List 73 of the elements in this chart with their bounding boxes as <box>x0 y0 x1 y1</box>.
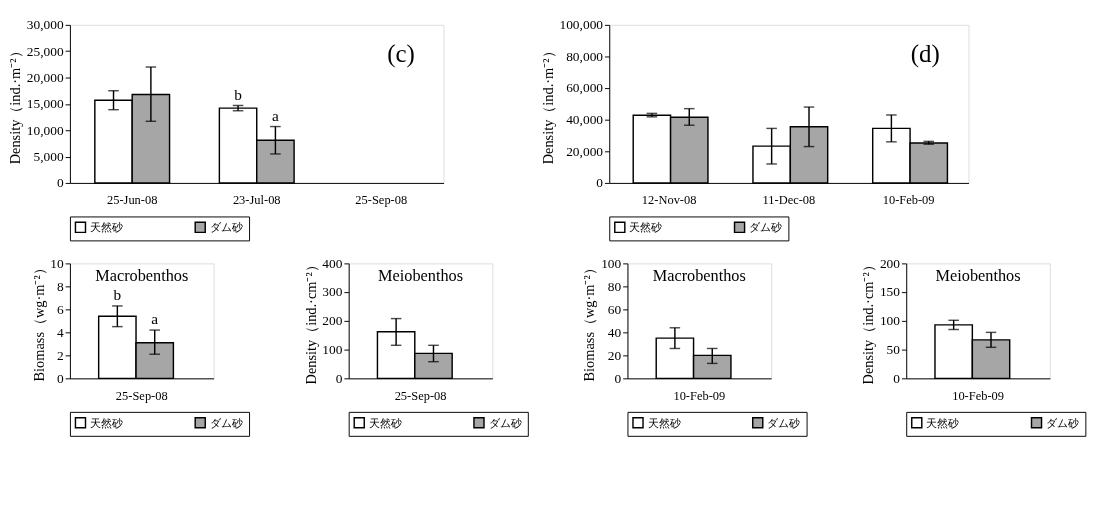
x-tick-label: 10-Feb-09 <box>952 388 1004 403</box>
chart-title: Meiobenthos <box>378 265 464 285</box>
y-tick-label: 30,000 <box>26 17 64 33</box>
chart-title: Macrobenthos <box>652 265 746 285</box>
y-tick-label: 4 <box>57 324 64 340</box>
y-axis-title: Biomass（wg·m⁻²） <box>581 261 598 382</box>
y-tick-label: 100 <box>601 255 622 271</box>
legend-label: ダム砂 <box>488 415 522 430</box>
y-tick-label: 150 <box>879 284 901 300</box>
legend-label: ダム砂 <box>209 220 243 235</box>
y-tick-label: 100 <box>879 313 901 329</box>
y-tick-label: 10 <box>50 255 64 271</box>
y-tick-label: 0 <box>893 370 901 386</box>
legend-label: 天然砂 <box>90 220 124 235</box>
y-tick-label: 6 <box>57 301 64 317</box>
x-tick-label: 25-Jun-08 <box>106 193 158 208</box>
legend-label: ダム砂 <box>1046 415 1080 430</box>
y-tick-label: 25,000 <box>26 43 64 59</box>
data-label: b <box>234 85 243 103</box>
y-tick-label: 100 <box>322 341 343 357</box>
y-tick-label: 50 <box>886 341 901 357</box>
legend-label: ダム砂 <box>767 415 801 430</box>
x-tick-label: 12-Nov-08 <box>641 193 697 208</box>
y-tick-label: 60,000 <box>566 80 604 96</box>
y-tick-label: 5,000 <box>33 148 64 164</box>
x-tick-label: 11-Dec-08 <box>762 193 816 208</box>
y-tick-label: 0 <box>614 370 622 386</box>
y-tick-label: 20,000 <box>566 143 604 159</box>
data-label: a <box>151 310 159 328</box>
text: (d) <box>910 40 940 69</box>
legend-label: 天然砂 <box>647 415 681 430</box>
data-label: b <box>113 286 122 304</box>
legend-label: 天然砂 <box>368 415 402 430</box>
y-tick-label: 10,000 <box>26 122 64 138</box>
x-tick-label: 23-Jul-08 <box>232 193 281 208</box>
y-tick-label: 100,000 <box>559 17 604 33</box>
x-tick-label: 25-Sep-08 <box>355 193 408 208</box>
y-tick-label: 60 <box>607 301 622 317</box>
data-label: a <box>272 106 280 124</box>
y-tick-label: 0 <box>596 175 604 191</box>
legend-label: 天然砂 <box>90 415 124 430</box>
legend-label: 天然砂 <box>926 415 960 430</box>
x-tick-label: 10-Feb-09 <box>882 193 935 208</box>
y-tick-label: 0 <box>335 370 343 386</box>
y-tick-label: 300 <box>322 284 343 300</box>
legend-label: ダム砂 <box>749 220 783 235</box>
y-tick-label: 20,000 <box>26 69 64 85</box>
y-tick-label: 15,000 <box>26 96 64 112</box>
y-tick-label: 8 <box>57 278 64 294</box>
chart-title: Macrobenthos <box>95 265 189 285</box>
y-tick-label: 40,000 <box>566 112 604 128</box>
y-tick-label: 400 <box>322 255 343 271</box>
y-tick-label: 0 <box>57 175 64 191</box>
y-axis-title: Density（ind.·m⁻²） <box>539 44 556 165</box>
text: (c) <box>387 40 415 69</box>
y-axis-title: Biomass（wg·m⁻²） <box>30 261 47 382</box>
legend-label: ダム砂 <box>209 415 243 430</box>
y-tick-label: 80,000 <box>566 48 604 64</box>
x-tick-label: 25-Sep-08 <box>115 388 168 403</box>
y-tick-label: 200 <box>322 313 343 329</box>
y-tick-label: 40 <box>607 324 622 340</box>
x-tick-label: 10-Feb-09 <box>673 388 726 403</box>
y-axis-title: Density（ind.·m⁻²） <box>7 44 24 165</box>
x-tick-label: 25-Sep-08 <box>394 388 447 403</box>
y-tick-label: 200 <box>879 255 901 271</box>
y-axis-title: Density（ind.·cm⁻²） <box>302 258 319 385</box>
y-tick-label: 20 <box>607 347 622 363</box>
y-axis-title: Density（ind.·cm⁻²） <box>860 258 877 385</box>
legend-label: 天然砂 <box>629 220 663 235</box>
y-tick-label: 0 <box>57 370 64 386</box>
chart-title: Meiobenthos <box>935 265 1021 285</box>
y-tick-label: 80 <box>607 278 622 294</box>
y-tick-label: 2 <box>57 347 64 363</box>
